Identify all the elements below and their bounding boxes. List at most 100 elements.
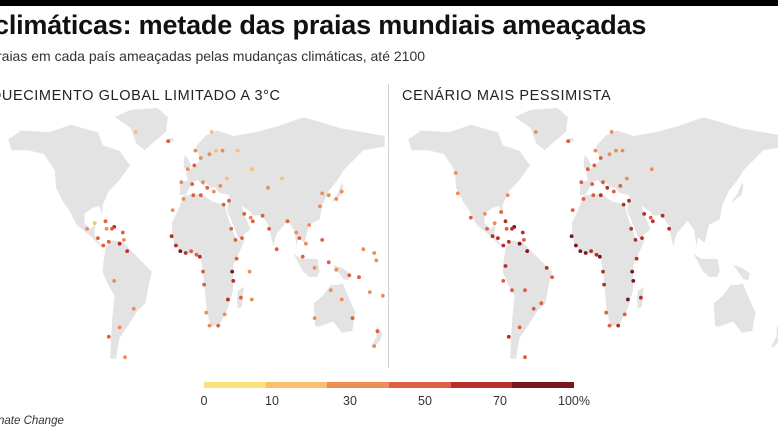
beach-point-right	[592, 163, 597, 168]
beach-point-right	[544, 266, 549, 270]
beach-point-right	[660, 213, 665, 218]
beach-point-right	[492, 221, 497, 226]
beach-point-left	[183, 251, 188, 255]
beach-point-left	[191, 193, 196, 198]
beach-point-left	[211, 189, 216, 194]
beach-point-left	[197, 254, 202, 259]
beach-point-right	[667, 226, 671, 231]
legend-tick-label: 100%	[558, 394, 590, 408]
beach-point-right	[496, 236, 500, 241]
beach-point-left	[121, 238, 126, 242]
beach-point-right	[639, 295, 643, 300]
beach-point-left	[260, 213, 265, 218]
beach-point-left	[328, 288, 333, 293]
beach-point-right	[531, 306, 536, 311]
legend-tick-label: 0	[200, 394, 208, 408]
beach-point-left	[166, 139, 171, 144]
beach-point-right	[601, 269, 605, 274]
beach-point-right	[581, 197, 586, 201]
map-right	[407, 107, 778, 360]
map-left	[7, 107, 385, 360]
beach-point-left	[207, 152, 212, 157]
beach-point-right	[614, 148, 618, 153]
page-title: climáticas: metade das praias mundiais a…	[0, 10, 647, 40]
beach-point-right	[633, 238, 638, 242]
beach-point-right	[510, 288, 514, 293]
beach-point-left	[231, 279, 236, 283]
beach-point-left	[326, 260, 331, 265]
beach-point-left	[312, 316, 317, 320]
beach-point-left	[192, 163, 197, 168]
beach-point-right	[510, 226, 514, 231]
beach-point-left	[367, 290, 372, 294]
beach-point-right	[620, 148, 625, 153]
landmass	[370, 324, 384, 349]
beach-point-left	[190, 182, 195, 186]
beach-point-left	[248, 215, 253, 220]
beach-point-right	[611, 189, 616, 194]
landmass	[113, 107, 169, 151]
beach-point-left	[112, 279, 117, 283]
beach-point-right	[506, 334, 511, 339]
beach-point-left	[347, 273, 352, 278]
beach-point-right	[503, 219, 508, 224]
legend-swatch	[450, 382, 513, 388]
beach-point-right	[630, 269, 635, 274]
beach-point-left	[92, 221, 97, 226]
beach-point-left	[169, 234, 174, 239]
beach-point-left	[350, 316, 355, 320]
beach-point-left	[110, 226, 114, 231]
beach-point-left	[117, 325, 122, 330]
beach-point-right	[485, 226, 489, 231]
beach-point-left	[267, 226, 271, 231]
beach-point-left	[339, 189, 344, 194]
beach-point-left	[249, 167, 254, 172]
beach-point-left	[234, 256, 239, 261]
beach-point-right	[598, 193, 603, 198]
beach-point-left	[307, 223, 312, 227]
landmass	[730, 181, 745, 205]
beach-point-left	[247, 269, 252, 274]
beach-point-left	[207, 323, 212, 328]
beach-point-right	[642, 212, 647, 216]
legend-swatch	[512, 382, 575, 388]
beach-point-right	[624, 176, 629, 181]
beach-point-right	[579, 180, 584, 185]
beach-point-left	[204, 310, 209, 315]
beach-point-left	[216, 323, 221, 328]
legend-tick-label: 50	[418, 394, 432, 408]
legend-tick-label: 70	[493, 394, 507, 408]
beach-point-right	[605, 185, 610, 190]
beach-point-left	[222, 312, 227, 317]
beach-point-right	[501, 279, 506, 283]
beach-point-right	[648, 215, 653, 220]
beach-point-left	[220, 148, 225, 153]
beach-point-left	[361, 247, 366, 252]
top-bar	[0, 0, 778, 6]
landmass	[513, 107, 569, 151]
panel-label-right: CENÁRIO MAIS PESSIMISTA	[402, 88, 612, 104]
beach-point-left	[249, 297, 254, 302]
beach-point-left	[201, 180, 205, 185]
beach-point-right	[593, 148, 598, 153]
beach-point-left	[318, 204, 322, 209]
beach-point-right	[520, 230, 525, 235]
beach-point-right	[501, 243, 506, 248]
beach-point-right	[570, 208, 575, 212]
beach-point-right	[629, 226, 634, 231]
landmass	[501, 239, 553, 360]
landmass	[331, 263, 351, 282]
beach-point-left	[193, 148, 198, 153]
beach-point-left	[120, 230, 125, 235]
beach-point-left	[133, 130, 138, 134]
beach-point-left	[274, 247, 279, 252]
beach-point-left	[233, 238, 238, 242]
beach-point-right	[609, 130, 614, 134]
beach-point-right	[590, 182, 595, 186]
beach-point-left	[104, 226, 109, 231]
legend-tick-label: 30	[343, 394, 357, 408]
beach-point-right	[621, 202, 626, 207]
beach-point-right	[523, 288, 527, 293]
beach-point-right	[591, 193, 596, 198]
legend-swatch	[389, 382, 451, 388]
